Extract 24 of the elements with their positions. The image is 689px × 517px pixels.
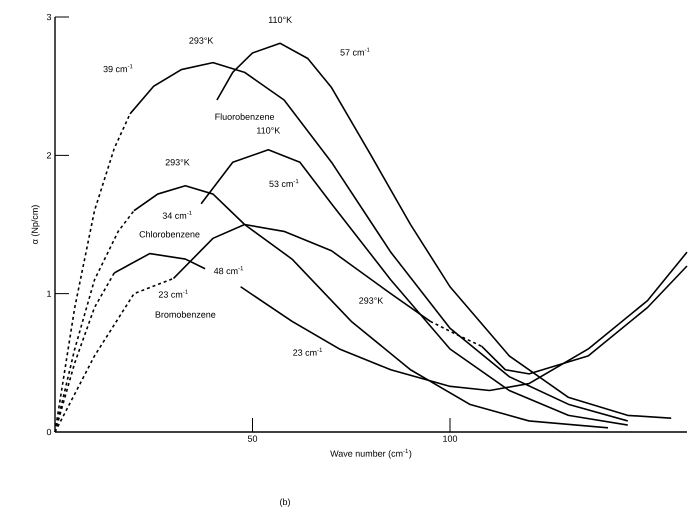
annotation: Bromobenzene	[156, 311, 216, 318]
annotation: 293°K	[189, 37, 214, 44]
annotation: 110°K	[268, 16, 292, 23]
annotation: 53 cm$^{-1}$	[269, 178, 298, 188]
x-axis-title: Wave number (cm$^{-1}$)	[330, 448, 412, 458]
annotation: 110°K	[257, 127, 280, 134]
x-tick-label: 100	[443, 436, 458, 442]
annotation: 34 cm$^{-1}$	[162, 210, 192, 219]
y-tick-label: 2	[46, 152, 52, 158]
y-tick-label: 3	[46, 14, 52, 20]
annotation: 293°K	[359, 297, 384, 304]
annotation: 48 cm$^{-1}$	[214, 266, 244, 274]
y-axis-title: α (Np/cm)	[31, 205, 40, 244]
y-tick-label: 1	[47, 290, 52, 297]
x-tick-label: 50	[248, 436, 258, 442]
text: (b)	[280, 498, 290, 507]
y-tick-label: 0	[46, 428, 52, 436]
annotation: 23 cm$^{-1}$	[293, 348, 322, 356]
annotation: 293°K	[166, 159, 190, 166]
annotation: Fluorobenzene	[215, 113, 274, 120]
annotation: 57 cm$^{-1}$	[340, 48, 370, 56]
annotation: Chlorobenzene	[140, 230, 200, 238]
annotation: 23 cm$^{-1}$	[158, 290, 188, 298]
annotation: 39 cm$^{-1}$	[103, 64, 133, 72]
